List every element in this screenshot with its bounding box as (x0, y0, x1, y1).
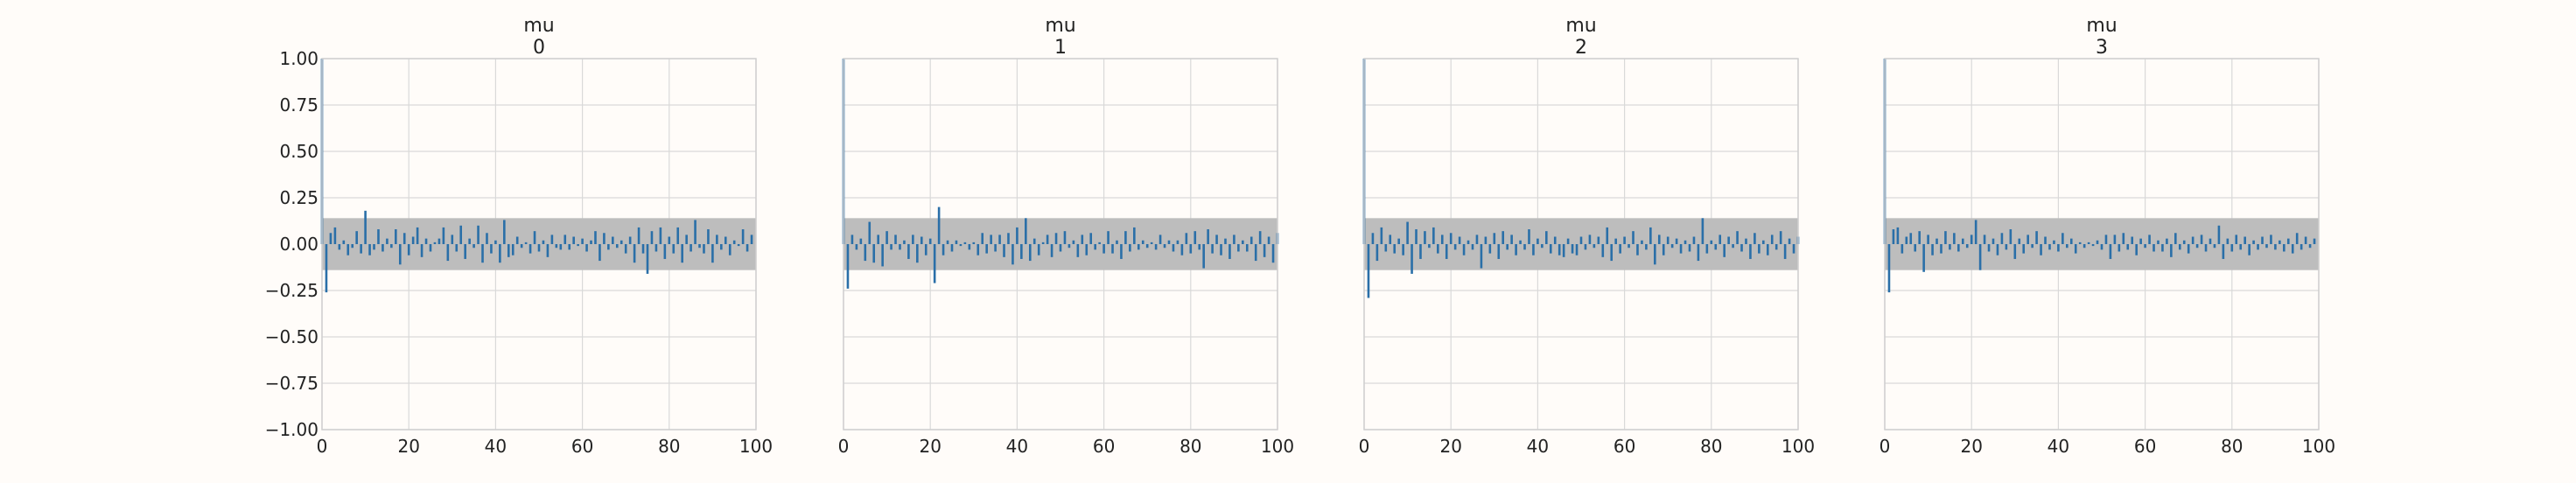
x-tick-label: 100 (1782, 436, 1815, 457)
acf-panel-3: 0 20 40 60 80 100 mu3 (1880, 15, 2335, 457)
panel-subtitle: 2 (1575, 37, 1587, 59)
x-tick-label: 100 (2302, 436, 2335, 457)
axes-frame (1884, 58, 2320, 430)
x-tick-label: 80 (1700, 436, 1722, 457)
y-tick-label: −0.25 (265, 280, 318, 301)
panel-subtitle: 1 (1054, 37, 1067, 59)
panel-title: mu (523, 15, 554, 37)
x-tick-label: 100 (739, 436, 773, 457)
acf-panel-0: 0 20 40 60 80 100 1.00 0.75 0.50 0.25 0.00 −0.25 −0.… (265, 15, 773, 457)
panel-title: mu (1565, 15, 1596, 37)
y-tick-label: 0.00 (279, 234, 318, 255)
x-tick-label: 60 (571, 436, 593, 457)
y-tick-label: 0.50 (279, 141, 318, 162)
acf-panel-1: 0 20 40 60 80 100 mu1 (838, 15, 1294, 457)
x-tick-label: 20 (919, 436, 941, 457)
x-tick-label: 40 (485, 436, 507, 457)
x-tick-label: 60 (1614, 436, 1635, 457)
axes-frame (321, 58, 757, 430)
panel-subtitle: 0 (533, 37, 545, 59)
x-tick-label: 40 (2048, 436, 2069, 457)
axes-frame (1363, 58, 1799, 430)
x-tick-label: 40 (1006, 436, 1028, 457)
x-tick-label: 20 (397, 436, 419, 457)
x-tick-label: 0 (838, 436, 850, 457)
y-tick-label: 0.75 (279, 94, 318, 116)
x-tick-label: 20 (1960, 436, 1982, 457)
x-tick-label: 80 (1180, 436, 1201, 457)
y-tick-label: 0.25 (279, 187, 318, 208)
x-tick-label: 0 (1880, 436, 1891, 457)
x-tick-label: 0 (1359, 436, 1370, 457)
acf-panel-2: 0 20 40 60 80 100 mu2 (1359, 15, 1815, 457)
x-tick-label: 60 (1093, 436, 1115, 457)
y-tick-label: −0.50 (265, 326, 318, 347)
y-tick-label: −1.00 (265, 419, 318, 440)
x-tick-label: 40 (1527, 436, 1549, 457)
x-tick-label: 60 (2134, 436, 2156, 457)
x-tick-label: 100 (1261, 436, 1294, 457)
y-tick-label: −0.75 (265, 373, 318, 394)
panel-title: mu (1045, 15, 1075, 37)
x-tick-label: 80 (2221, 436, 2243, 457)
panel-title: mu (2086, 15, 2117, 37)
x-tick-label: 0 (317, 436, 328, 457)
x-tick-label: 20 (1439, 436, 1461, 457)
axes-frame (843, 58, 1278, 430)
x-tick-label: 80 (658, 436, 680, 457)
y-tick-label: 1.00 (279, 48, 318, 69)
panel-subtitle: 3 (2096, 37, 2108, 59)
